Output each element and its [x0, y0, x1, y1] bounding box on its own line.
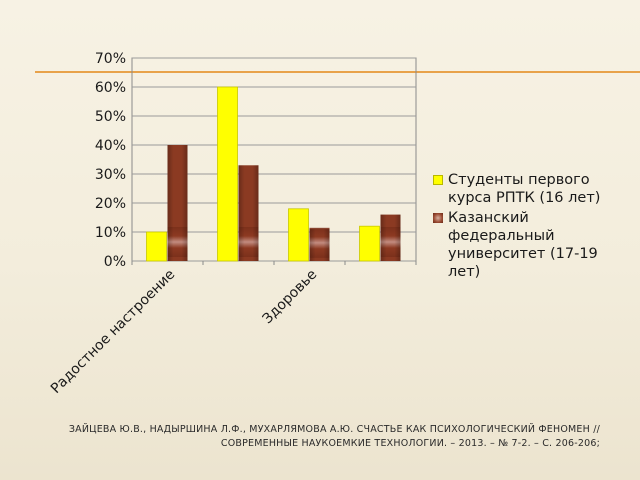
y-tick-label: 50%: [95, 109, 126, 125]
y-tick-label: 70%: [95, 51, 126, 67]
y-tick-label: 20%: [95, 196, 126, 212]
y-tick-label: 40%: [95, 138, 126, 154]
citation-line-1: ЗАЙЦЕВА Ю.В., НАДЫРШИНА Л.Ф., МУХАРЛЯМОВ…: [68, 424, 600, 435]
y-tick-label: 30%: [95, 167, 126, 183]
citation-footer: ЗАЙЦЕВА Ю.В., НАДЫРШИНА Л.Ф., МУХАРЛЯМОВ…: [40, 423, 600, 451]
bar-series-1: [288, 208, 309, 262]
bar-series-1: [146, 231, 167, 262]
accent-rule: [35, 71, 640, 73]
bar-series-2-shade: [309, 229, 330, 261]
y-tick-label: 60%: [95, 80, 126, 96]
bar-series-2-shade: [380, 214, 401, 261]
y-tick-label: 0%: [104, 254, 126, 270]
citation-line-2: СОВРЕМЕННЫЕ НАУКОЕМКИЕ ТЕХНОЛОГИИ. – 201…: [220, 438, 600, 449]
chart-legend: Студенты первого курса РПТК (16 лет) Каз…: [432, 171, 632, 283]
legend-label-rptk: Студенты первого курса РПТК (16 лет): [448, 172, 601, 206]
bar-series-2-shade: [238, 165, 259, 261]
x-category-label: Здоровье: [260, 267, 321, 328]
legend-swatch-yellow: [433, 175, 443, 185]
x-category-label: Радостное настроение: [48, 267, 178, 397]
legend-swatch-brown: [433, 213, 443, 223]
bar-series-2-shade: [167, 145, 188, 261]
bar-series-1: [359, 225, 380, 262]
legend-label-kfu: Казанский федеральный университет (17-19…: [448, 210, 598, 280]
legend-item-rptk: Студенты первого курса РПТК (16 лет): [432, 171, 632, 207]
legend-item-kfu: Казанский федеральный университет (17-19…: [432, 209, 632, 281]
y-tick-label: 10%: [95, 225, 126, 241]
bar-series-1: [217, 86, 238, 262]
